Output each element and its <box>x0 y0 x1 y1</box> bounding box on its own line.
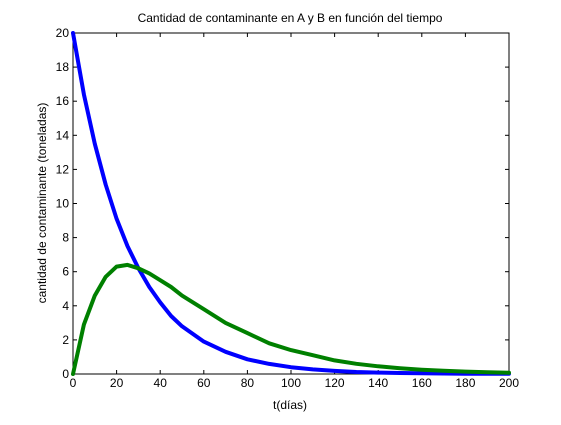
y-tick-label: 0 <box>62 367 69 381</box>
y-tick-label: 20 <box>56 26 70 40</box>
y-tick-label: 14 <box>56 128 70 142</box>
plot-frame <box>72 32 510 375</box>
x-tick-label: 80 <box>241 376 255 390</box>
x-tick-label: 140 <box>368 376 388 390</box>
series-line-1 <box>71 31 511 376</box>
y-tick-label: 16 <box>56 94 70 108</box>
y-tick-label: 8 <box>62 231 69 245</box>
x-tick-label: 200 <box>499 376 519 390</box>
y-tick-label: 6 <box>62 265 69 279</box>
chart-title: Cantidad de contaminante en A y B en fun… <box>138 11 443 25</box>
x-axis-label: t(días) <box>273 398 307 412</box>
y-tick-label: 2 <box>62 333 69 347</box>
x-tick-label: 40 <box>154 376 168 390</box>
x-tick-label: 60 <box>197 376 211 390</box>
x-tick-label: 180 <box>455 376 475 390</box>
y-tick-label: 4 <box>62 299 69 313</box>
y-axis-label: cantidad de contaminante (toneladas) <box>35 103 49 304</box>
x-tick-label: 120 <box>325 376 345 390</box>
x-tick-label: 20 <box>110 376 124 390</box>
y-tick-label: 10 <box>56 197 70 211</box>
y-tick-label: 12 <box>56 162 70 176</box>
x-tick-label: 160 <box>412 376 432 390</box>
y-tick-label: 18 <box>56 60 70 74</box>
x-tick-label: 0 <box>70 376 77 390</box>
series-line-2 <box>71 262 511 376</box>
x-tick-label: 100 <box>281 376 301 390</box>
